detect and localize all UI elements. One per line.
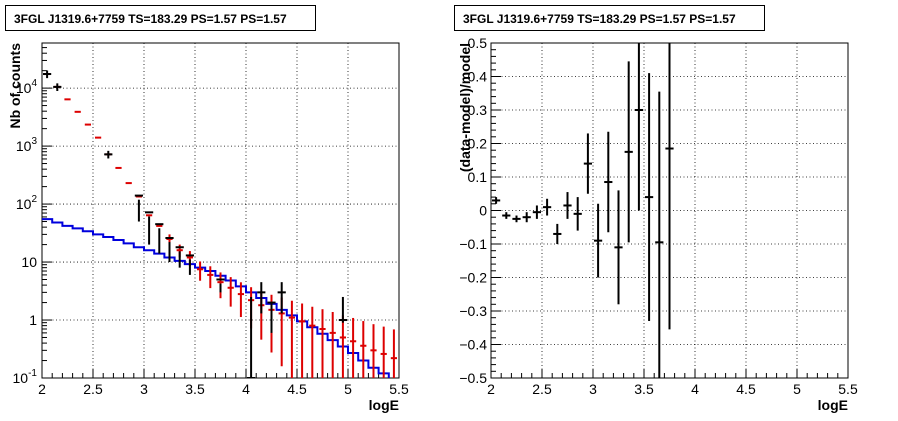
y-axis-title: Nb of counts bbox=[7, 43, 23, 129]
y-tick-label: 0 bbox=[479, 203, 487, 219]
y-tick-label: 0.3 bbox=[468, 102, 488, 118]
chart-title: 3FGL J1319.6+7759 TS=183.29 PS=1.57 PS=1… bbox=[454, 5, 765, 31]
plot-frame bbox=[41, 42, 400, 379]
y-tick-label: 1 bbox=[29, 312, 37, 328]
x-tick-label: 2.5 bbox=[532, 381, 552, 397]
counts-spectrum-panel: 2 2.5 3 3.5 4 4.5 5 5.5 10-1 1 10 102 103 104 logE Nb o… bbox=[5, 5, 409, 413]
y-tick-label: −0.4 bbox=[459, 337, 487, 353]
plot-area bbox=[42, 70, 397, 378]
y-tick-label: −0.1 bbox=[459, 236, 487, 252]
y-tick-label: 0.1 bbox=[468, 169, 488, 185]
x-tick-label: 4 bbox=[691, 381, 699, 397]
source-model-line bbox=[42, 218, 390, 378]
x-tick-label: 3.5 bbox=[185, 381, 205, 397]
chart-title: 3FGL J1319.6+7759 TS=183.29 PS=1.57 PS=1… bbox=[5, 5, 316, 31]
x-tick-label: 5 bbox=[793, 381, 801, 397]
y-tick-label: −0.5 bbox=[459, 370, 487, 386]
y-tick-label: 0.2 bbox=[468, 136, 488, 152]
y-tick-label: −0.3 bbox=[459, 303, 487, 319]
x-tick-label: 2.5 bbox=[83, 381, 103, 397]
counts-spectrum-chart: 2 2.5 3 3.5 4 4.5 5 5.5 10-1 1 10 102 103 104 logE Nb o… bbox=[7, 42, 409, 413]
x-tick-label: 4.5 bbox=[736, 381, 756, 397]
y-tick-label: 0.4 bbox=[468, 69, 488, 85]
y-tick-label: −0.2 bbox=[459, 270, 487, 286]
y-tick-label: 103 bbox=[16, 136, 38, 154]
x-tick-label: 5.5 bbox=[838, 381, 858, 397]
x-tick-label: 5 bbox=[344, 381, 352, 397]
x-tick-label: 2 bbox=[38, 381, 46, 397]
x-axis-title: logE bbox=[818, 397, 848, 413]
x-tick-label: 4.5 bbox=[287, 381, 307, 397]
x-tick-label: 4 bbox=[242, 381, 250, 397]
y-tick-label: 0.5 bbox=[468, 35, 488, 51]
y-axis-title: (data-model)/model bbox=[457, 43, 473, 172]
y-tick-label: 10-1 bbox=[13, 368, 38, 386]
y-tick-label: 102 bbox=[16, 194, 38, 212]
plot-area bbox=[492, 43, 674, 378]
x-axis-title: logE bbox=[369, 397, 399, 413]
y-tick-label: 10 bbox=[21, 254, 37, 270]
x-tick-label: 3 bbox=[140, 381, 148, 397]
x-tick-label: 5.5 bbox=[389, 381, 409, 397]
residuals-panel: 2 2.5 3 3.5 4 4.5 5 5.5 −0.5 −0.4 −0.3 −0.2 −0.1 0 0.1… bbox=[449, 0, 898, 421]
x-tick-label: 3.5 bbox=[634, 381, 654, 397]
residuals-chart: 2 2.5 3 3.5 4 4.5 5 5.5 −0.5 −0.4 −0.3 −0.2 −0.1 0 0.1… bbox=[457, 35, 858, 413]
y-tick-label: 104 bbox=[16, 78, 38, 96]
x-tick-label: 3 bbox=[589, 381, 597, 397]
x-tick-label: 2 bbox=[487, 381, 495, 397]
